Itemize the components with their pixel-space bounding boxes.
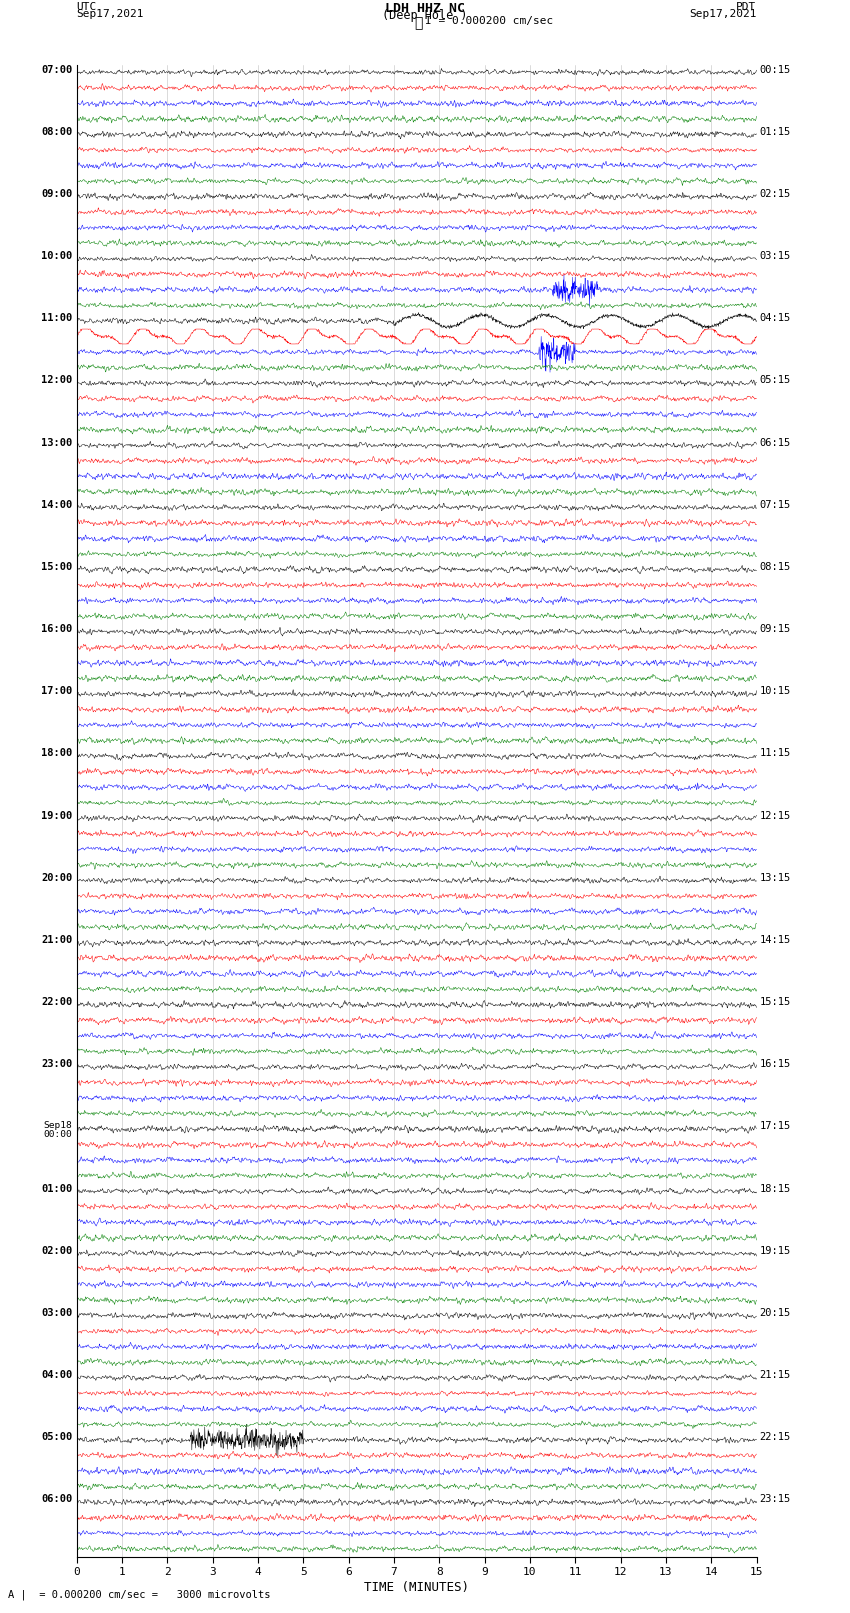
Text: ⎹: ⎹: [414, 16, 422, 31]
Text: 14:00: 14:00: [41, 500, 72, 510]
Text: 20:15: 20:15: [759, 1308, 791, 1318]
Text: 20:00: 20:00: [41, 873, 72, 882]
Text: 07:15: 07:15: [759, 500, 791, 510]
Text: PDT: PDT: [736, 3, 756, 13]
Text: 06:15: 06:15: [759, 437, 791, 447]
Text: 21:00: 21:00: [41, 936, 72, 945]
Text: 00:15: 00:15: [759, 65, 791, 74]
Text: 15:15: 15:15: [759, 997, 791, 1007]
Text: 17:00: 17:00: [41, 686, 72, 697]
Text: 03:15: 03:15: [759, 252, 791, 261]
X-axis label: TIME (MINUTES): TIME (MINUTES): [364, 1581, 469, 1594]
Text: LDH HHZ NC: LDH HHZ NC: [385, 3, 465, 16]
Text: 18:15: 18:15: [759, 1184, 791, 1194]
Text: 15:00: 15:00: [41, 561, 72, 573]
Text: 19:00: 19:00: [41, 810, 72, 821]
Text: 05:15: 05:15: [759, 376, 791, 386]
Text: 21:15: 21:15: [759, 1369, 791, 1381]
Text: 04:15: 04:15: [759, 313, 791, 323]
Text: 08:15: 08:15: [759, 561, 791, 573]
Text: 06:00: 06:00: [41, 1494, 72, 1505]
Text: 04:00: 04:00: [41, 1369, 72, 1381]
Text: 05:00: 05:00: [41, 1432, 72, 1442]
Text: 11:15: 11:15: [759, 748, 791, 758]
Text: 14:15: 14:15: [759, 936, 791, 945]
Text: 02:00: 02:00: [41, 1245, 72, 1255]
Text: 09:15: 09:15: [759, 624, 791, 634]
Text: 03:00: 03:00: [41, 1308, 72, 1318]
Text: 17:15: 17:15: [759, 1121, 791, 1131]
Text: Sep17,2021: Sep17,2021: [76, 10, 144, 19]
Text: (Deep Hole ): (Deep Hole ): [382, 10, 468, 23]
Text: 23:15: 23:15: [759, 1494, 791, 1505]
Text: 11:00: 11:00: [41, 313, 72, 323]
Text: 08:00: 08:00: [41, 127, 72, 137]
Text: 22:15: 22:15: [759, 1432, 791, 1442]
Text: 16:00: 16:00: [41, 624, 72, 634]
Text: 22:00: 22:00: [41, 997, 72, 1007]
Text: A |  = 0.000200 cm/sec =   3000 microvolts: A | = 0.000200 cm/sec = 3000 microvolts: [8, 1589, 271, 1600]
Text: 18:00: 18:00: [41, 748, 72, 758]
Text: 09:00: 09:00: [41, 189, 72, 198]
Text: 12:15: 12:15: [759, 810, 791, 821]
Text: 16:15: 16:15: [759, 1060, 791, 1069]
Text: I = 0.000200 cm/sec: I = 0.000200 cm/sec: [425, 16, 553, 26]
Text: Sep18
00:00: Sep18 00:00: [43, 1121, 72, 1139]
Text: 23:00: 23:00: [41, 1060, 72, 1069]
Text: 07:00: 07:00: [41, 65, 72, 74]
Text: Sep17,2021: Sep17,2021: [689, 10, 756, 19]
Text: 19:15: 19:15: [759, 1245, 791, 1255]
Text: UTC: UTC: [76, 3, 97, 13]
Text: 10:15: 10:15: [759, 686, 791, 697]
Text: 13:15: 13:15: [759, 873, 791, 882]
Text: 12:00: 12:00: [41, 376, 72, 386]
Text: 10:00: 10:00: [41, 252, 72, 261]
Text: 02:15: 02:15: [759, 189, 791, 198]
Text: 13:00: 13:00: [41, 437, 72, 447]
Text: 01:00: 01:00: [41, 1184, 72, 1194]
Text: 01:15: 01:15: [759, 127, 791, 137]
